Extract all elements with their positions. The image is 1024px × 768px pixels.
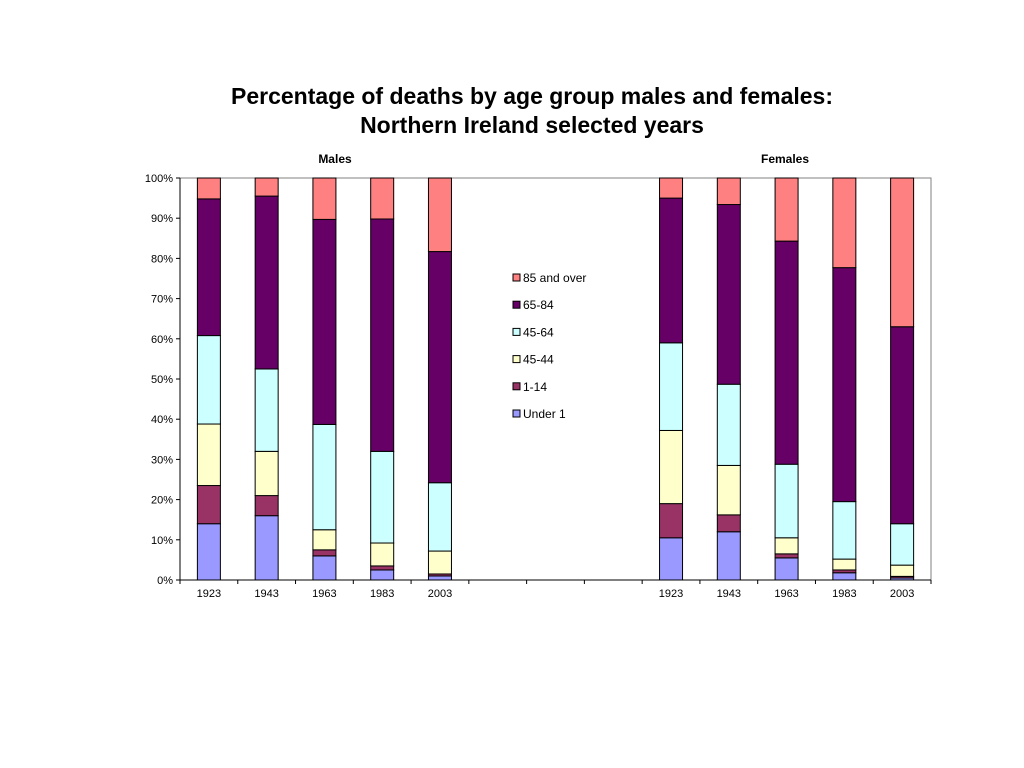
bar-segment-4-3 [370,218,395,452]
x-tick-label: 1963 [312,588,336,600]
plot-frame [179,177,932,581]
legend-swatch [512,382,521,391]
bar-segment-5-8 [659,177,684,199]
bar-segment-0-11 [832,572,857,581]
y-tick-label: 80% [151,253,173,265]
bar-segment-0-8 [659,537,684,581]
x-tick-label: 1923 [197,588,221,600]
bar-segment-4-0 [196,198,221,337]
bar-segment-5-2 [312,177,337,220]
bar-segment-5-3 [370,177,395,220]
bar-segment-3-0 [196,335,221,425]
bar-segment-0-9 [716,531,741,581]
x-tick-label: 1943 [254,588,278,600]
y-tick-label: 0% [157,575,173,587]
bar-segment-2-9 [716,464,741,516]
bar-segment-4-1 [254,195,279,370]
bar-segment-4-10 [774,240,799,465]
bar-segment-3-9 [716,383,741,466]
bar-segment-2-11 [832,558,857,571]
bar-segment-4-2 [312,218,337,425]
bar-segment-3-11 [832,501,857,560]
bar-segment-3-12 [890,523,915,566]
x-tick-label: 1923 [659,588,683,600]
chart-title-block: Percentage of deaths by age group males … [0,82,1024,140]
y-tick-label: 20% [151,495,173,507]
legend: 85 and over 65-84 45-64 45-44 1-14 Under 1 [512,271,586,421]
legend-label: Under 1 [523,407,566,421]
bar-segment-3-8 [659,342,684,431]
y-tick-label: 90% [151,213,173,225]
bar-segment-3-3 [370,450,395,544]
legend-label: 45-44 [523,353,554,367]
bar-segment-3-4 [427,482,452,552]
legend-label: 85 and over [523,271,586,285]
bar-segment-5-10 [774,177,799,242]
x-tick-label: 2003 [890,588,914,600]
bar-segment-0-4 [427,575,452,581]
bar-segment-2-4 [427,550,452,575]
bar-segment-1-1 [254,495,279,517]
chart-subtitle: Northern Ireland selected years [360,112,704,138]
legend-swatch [512,355,521,364]
legend-label: 45-64 [523,325,554,339]
x-tick-label: 1983 [370,588,394,600]
bar-segment-1-10 [774,553,799,559]
legend-swatch [512,273,521,282]
legend-label: 65-84 [523,298,554,312]
bar-segment-2-2 [312,529,337,551]
bar-segment-2-0 [196,423,221,487]
legend-label: 1-14 [523,380,547,394]
legend-swatch [512,327,521,336]
bar-segment-2-10 [774,537,799,555]
x-tick-label: 1963 [774,588,798,600]
bar-segment-1-0 [196,485,221,525]
bar-segment-0-10 [774,557,799,581]
legend-swatch [512,300,521,309]
bar-segment-5-12 [890,177,915,328]
bar-segment-4-12 [890,326,915,525]
bar-segment-2-8 [659,429,684,505]
bar-segment-4-8 [659,197,684,344]
plot-area: 0% 10% 20% 30% 40% 50% 60% 70% 80% 90% 100% 1923 194… [145,173,932,600]
y-tick-label: 60% [151,334,173,346]
bar-segment-5-11 [832,177,857,269]
y-tick-label: 70% [151,294,173,306]
legend-swatch [512,409,521,418]
x-tick-label: 2003 [428,588,452,600]
bar-segment-0-3 [370,569,395,581]
y-tick-label: 50% [151,374,173,386]
chart-title: Percentage of deaths by age group males … [230,83,834,109]
bar-segment-3-1 [254,368,279,452]
bar-segment-5-4 [427,177,452,253]
bar-segment-4-11 [832,267,857,503]
bar-segment-5-0 [196,177,221,200]
bar-segment-4-9 [716,204,741,385]
bar-segment-1-3 [370,565,395,571]
bar-segment-1-9 [716,514,741,533]
bar-segment-1-8 [659,503,684,539]
bar-segment-4-4 [427,251,452,484]
bar-segment-2-1 [254,450,279,497]
y-tick-label: 30% [151,454,173,466]
y-tick-label: 40% [151,414,173,426]
bar-segment-0-2 [312,555,337,581]
x-tick-label: 1983 [832,588,856,600]
group-label-males: Males [318,152,352,166]
bar-segment-3-2 [312,423,337,531]
bar-segment-0-0 [196,523,221,581]
y-tick-label: 100% [145,173,173,185]
bar-segment-0-1 [254,515,279,581]
y-tick-label: 10% [151,535,173,547]
group-label-females: Females [761,152,809,166]
bar-segment-2-12 [890,564,915,577]
bar-segment-2-3 [370,542,395,567]
bar-segment-3-10 [774,463,799,539]
x-tick-label: 1943 [717,588,741,600]
bar-segment-1-2 [312,549,337,557]
bar-segment-5-1 [254,177,279,197]
bar-segment-5-9 [716,177,741,206]
